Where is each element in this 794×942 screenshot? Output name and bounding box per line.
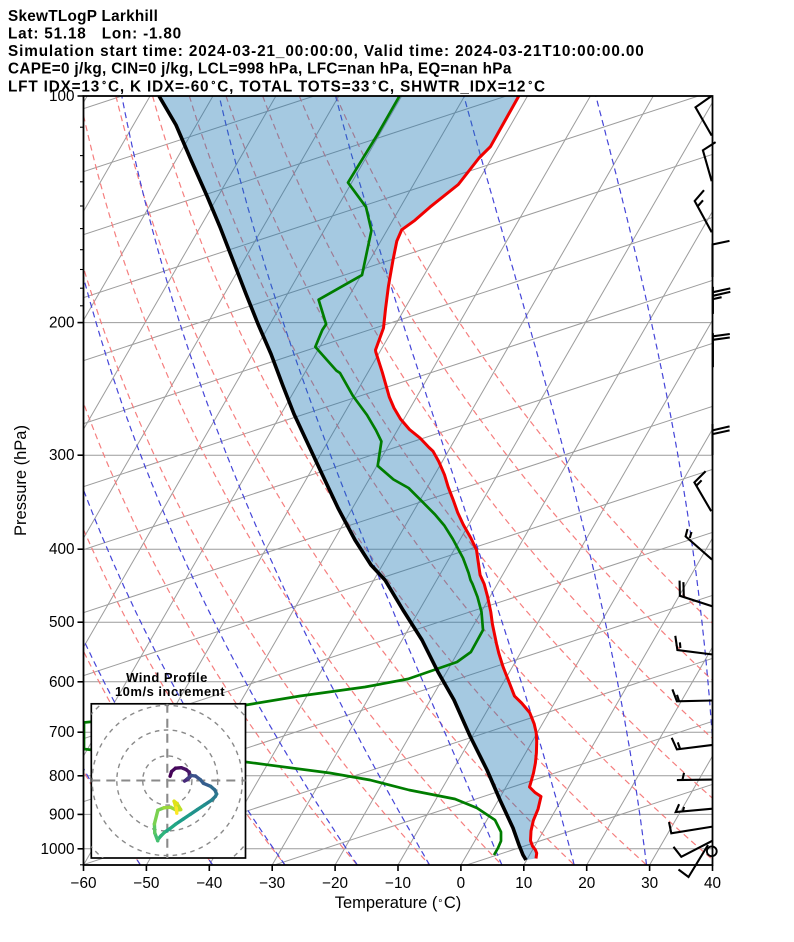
svg-text:300: 300 xyxy=(49,447,75,464)
svg-text:0: 0 xyxy=(457,875,466,892)
svg-text:Simulation start time: 2024-03: Simulation start time: 2024-03-21_00:00:… xyxy=(8,43,645,60)
svg-text:1000: 1000 xyxy=(40,841,74,858)
svg-text:500: 500 xyxy=(49,614,75,631)
svg-text:−60: −60 xyxy=(71,875,97,892)
svg-text:900: 900 xyxy=(49,806,75,823)
svg-text:800: 800 xyxy=(49,768,75,785)
svg-text:−10: −10 xyxy=(385,875,411,892)
svg-text:600: 600 xyxy=(49,674,75,691)
svg-text:200: 200 xyxy=(49,315,75,332)
svg-text:30: 30 xyxy=(641,875,658,892)
svg-text:−30: −30 xyxy=(259,875,285,892)
svg-text:10: 10 xyxy=(515,875,532,892)
svg-text:LFT IDX=13∘C, K IDX=-60∘C, TOT: LFT IDX=13∘C, K IDX=-60∘C, TOTAL TOTS=33… xyxy=(8,77,546,95)
svg-text:700: 700 xyxy=(49,724,75,741)
svg-text:−20: −20 xyxy=(322,875,348,892)
svg-text:20: 20 xyxy=(578,875,595,892)
svg-text:−50: −50 xyxy=(133,875,159,892)
svg-text:10m/s increment: 10m/s increment xyxy=(115,684,225,699)
svg-text:Lat: 51.18 Lon: -1.80: Lat: 51.18 Lon: -1.80 xyxy=(8,26,182,43)
svg-text:400: 400 xyxy=(49,541,75,558)
svg-text:CAPE=0 j/kg, CIN=0 j/kg, LCL=9: CAPE=0 j/kg, CIN=0 j/kg, LCL=998 hPa, LF… xyxy=(8,61,512,78)
svg-text:Pressure (hPa): Pressure (hPa) xyxy=(12,425,30,536)
svg-text:SkewTLogP Larkhill: SkewTLogP Larkhill xyxy=(8,8,158,25)
svg-text:Wind Profile: Wind Profile xyxy=(126,670,208,685)
svg-text:40: 40 xyxy=(704,875,721,892)
svg-text:−40: −40 xyxy=(196,875,222,892)
